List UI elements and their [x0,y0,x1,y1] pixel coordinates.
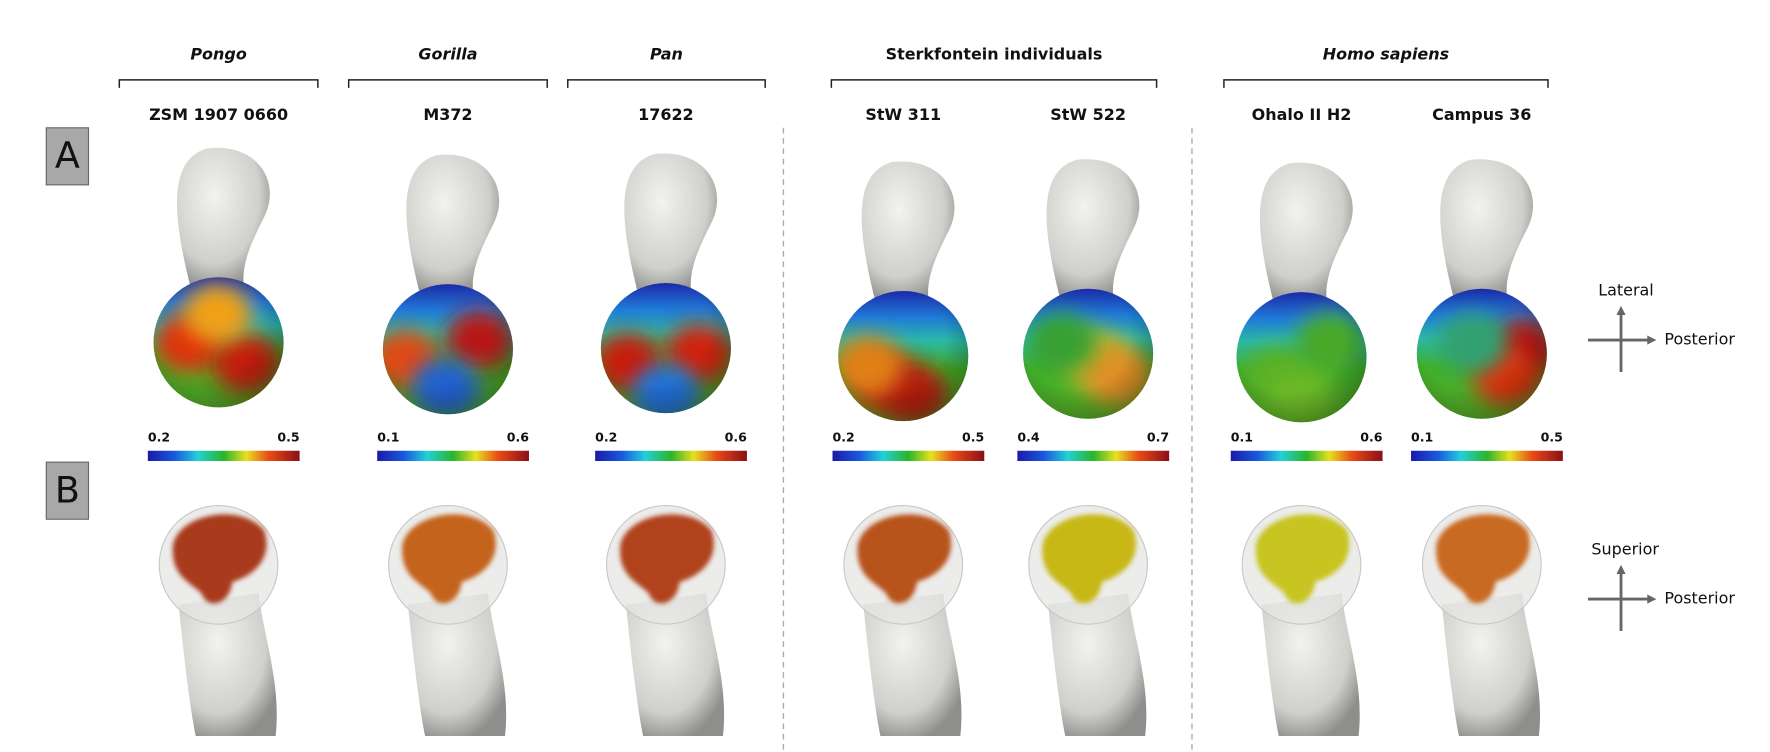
bone-shaft [408,593,507,737]
specimen-label: Ohalo II H2 [1252,105,1352,124]
bone-shaft [625,593,725,737]
scale-min: 0.4 [1017,430,1039,445]
colorbar [832,450,985,462]
panel-label: B [55,468,80,511]
bone-shaft [863,593,962,737]
bone-shaft [1441,593,1541,737]
colorbar [377,450,529,462]
bone-shaft [861,161,955,299]
trabecular-patch [857,514,952,604]
bracket [118,79,319,88]
group-label: Homo sapiens [1323,44,1449,63]
orientation-vertical: Lateral [1598,280,1654,299]
head-shade [1023,288,1154,419]
scale-max: 0.7 [1147,430,1169,445]
bracket [1223,79,1549,88]
colorbar [1017,450,1170,462]
scale-min: 0.2 [833,430,855,445]
scale-min: 0.1 [1411,430,1433,445]
bone-shaft [624,153,718,291]
head-shade [1416,288,1547,419]
head-shade [382,284,513,415]
specimen-label: Campus 36 [1432,105,1531,124]
trabecular-patch [620,514,714,604]
trabecular-patch [1042,514,1136,604]
group-label: Pan [650,44,683,63]
group-label: Gorilla [418,44,477,63]
specimen-label: 17622 [638,105,694,124]
group-label: Sterkfontein individuals [886,44,1103,63]
scale-max: 0.5 [277,430,299,445]
colorbar [147,450,300,462]
trabecular-patch [402,514,496,604]
specimen-label: StW 311 [865,105,941,124]
scale-max: 0.5 [1541,430,1563,445]
scale-min: 0.1 [1231,430,1253,445]
arrow-head [1616,305,1657,345]
bone-shaft [1261,593,1360,737]
bone-shaft [1048,593,1147,737]
trabecular-patch [172,514,267,604]
scale-min: 0.2 [595,430,617,445]
arrow-head [1616,564,1657,604]
scale-max: 0.5 [962,430,984,445]
dividers [782,127,1193,752]
trabecular-patch [1435,514,1530,604]
bone-shaft [178,593,277,737]
scale-max: 0.6 [1360,430,1382,445]
colorbar [1411,450,1563,462]
bone-shaft [406,154,500,293]
specimen-label: M372 [423,105,472,124]
group-label: Pongo [190,44,246,63]
scale-min: 0.2 [148,430,170,445]
bracket [347,79,548,88]
scale-min: 0.1 [377,430,399,445]
orientation-vertical: Superior [1591,540,1659,559]
orientation-horizontal: Posterior [1664,330,1735,349]
colorbar [595,450,747,462]
specimen-label: ZSM 1907 0660 [149,105,288,124]
head-shade [153,277,284,408]
scale-max: 0.6 [507,430,529,445]
trabecular-patch [1255,514,1350,604]
panel-label: A [55,134,80,177]
cross [1587,311,1651,373]
orientation-horizontal: Posterior [1664,589,1735,608]
scale-max: 0.6 [725,430,747,445]
panel-box [45,127,90,186]
head-shade [600,282,731,414]
head-shade [1236,292,1367,423]
bone-shaft [1259,162,1353,301]
colorbar [1230,450,1383,462]
bone-shaft [1046,159,1140,297]
bracket [830,79,1158,88]
bracket [567,79,766,88]
panel-box [45,461,90,520]
head-shade [838,290,969,422]
cross [1587,570,1651,632]
specimen-label: StW 522 [1050,105,1126,124]
bone-shaft [177,147,270,286]
bone-shaft [1440,159,1534,297]
